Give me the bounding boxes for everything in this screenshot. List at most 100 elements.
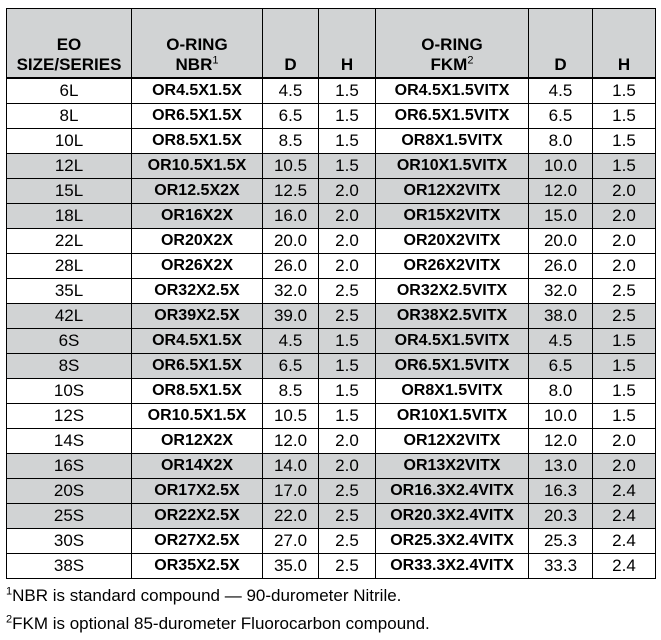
table-cell: OR12X2VITX	[375, 178, 529, 204]
table-cell: 6.5	[262, 353, 319, 379]
table-body: 6L OR4.5X1.5X 4.5 1.5 OR4.5X1.5VITX 4.5 1.5 8L O…	[6, 77, 656, 579]
table-cell: OR20X2VITX	[375, 228, 529, 254]
table-cell: OR17X2.5X	[131, 478, 263, 504]
table-cell: 4.5	[262, 328, 319, 354]
footnote-mark: 1	[6, 585, 13, 598]
table-cell: OR6.5X1.5X	[131, 353, 263, 379]
table-cell: 38S	[6, 553, 132, 579]
table-cell: OR12X2X	[131, 428, 263, 454]
table-cell: 18L	[6, 203, 132, 229]
table-cell: 6.5	[528, 103, 593, 129]
header-text: FKM	[430, 55, 468, 74]
table-cell: OR38X2.5VITX	[375, 303, 529, 329]
table-cell: 2.5	[318, 553, 376, 579]
table-cell: 13.0	[528, 453, 593, 479]
table-cell: 1.5	[592, 153, 656, 179]
table-row: 15L OR12.5X2X 12.5 2.0 OR12X2VITX 12.0 2.0	[6, 178, 656, 204]
table-cell: 10S	[6, 378, 132, 404]
table-cell: 20.0	[528, 228, 593, 254]
table-cell: OR4.5X1.5X	[131, 328, 263, 354]
table-cell: 2.0	[318, 428, 376, 454]
table-cell: 8.0	[528, 378, 593, 404]
table-cell: 1.5	[318, 153, 376, 179]
header-cell: EO SIZE/SERIES	[6, 8, 132, 79]
table-row: 12S OR10.5X1.5X 10.5 1.5 OR10X1.5VITX 10.0 1.5	[6, 403, 656, 429]
table-cell: 16.0	[262, 203, 319, 229]
header-sup: 1	[212, 54, 219, 67]
table-cell: 2.5	[318, 303, 376, 329]
table-cell: OR4.5X1.5X	[131, 77, 263, 104]
table-cell: 10.0	[528, 403, 593, 429]
table-cell: 14S	[6, 428, 132, 454]
header-cell: H	[318, 8, 376, 79]
table-cell: 35L	[6, 278, 132, 304]
header-row: EO SIZE/SERIES O-RING NBR1 D H O-RING FKM2 D H	[6, 8, 656, 79]
table-cell: 1.5	[592, 128, 656, 154]
table-cell: OR26X2VITX	[375, 253, 529, 279]
table-cell: 10.5	[262, 403, 319, 429]
table-cell: 2.0	[592, 428, 656, 454]
table-cell: 10L	[6, 128, 132, 154]
header-text: H	[617, 55, 631, 74]
table-cell: 1.5	[592, 77, 656, 104]
table-cell: 39.0	[262, 303, 319, 329]
table-cell: OR39X2.5X	[131, 303, 263, 329]
table-cell: 1.5	[318, 403, 376, 429]
table-cell: OR16.3X2.4VITX	[375, 478, 529, 504]
table-row: 42L OR39X2.5X 39.0 2.5 OR38X2.5VITX 38.0 2.5	[6, 303, 656, 329]
table-cell: 2.0	[318, 253, 376, 279]
table-row: 22L OR20X2X 20.0 2.0 OR20X2VITX 20.0 2.0	[6, 228, 656, 254]
table-cell: 12.5	[262, 178, 319, 204]
oring-table: EO SIZE/SERIES O-RING NBR1 D H O-RING FKM2 D H 6L…	[6, 8, 656, 579]
table-cell: 6.5	[262, 103, 319, 129]
table-cell: OR10X1.5VITX	[375, 403, 529, 429]
header-text: O-RING	[421, 35, 483, 54]
table-cell: 35.0	[262, 553, 319, 579]
table-cell: 42L	[6, 303, 132, 329]
table-cell: 2.0	[318, 228, 376, 254]
table-cell: OR6.5X1.5VITX	[375, 353, 529, 379]
table-row: 10S OR8.5X1.5X 8.5 1.5 OR8X1.5VITX 8.0 1.5	[6, 378, 656, 404]
header-text: H	[340, 55, 354, 74]
table-cell: 2.5	[592, 278, 656, 304]
header-cell: D	[528, 8, 593, 79]
table-cell: 25.3	[528, 528, 593, 554]
table-cell: OR8X1.5VITX	[375, 378, 529, 404]
table-cell: OR33.3X2.4VITX	[375, 553, 529, 579]
table-cell: 2.5	[318, 503, 376, 529]
table-cell: 15.0	[528, 203, 593, 229]
table-cell: 8.0	[528, 128, 593, 154]
table-row: 12L OR10.5X1.5X 10.5 1.5 OR10X1.5VITX 10.0 1.5	[6, 153, 656, 179]
header-text: SIZE/SERIES	[16, 55, 122, 74]
table-cell: 2.4	[592, 528, 656, 554]
table-cell: OR6.5X1.5X	[131, 103, 263, 129]
table-cell: 12S	[6, 403, 132, 429]
footnote: 2FKM is optional 85-durometer Fluorocarb…	[6, 614, 430, 634]
table-cell: OR15X2VITX	[375, 203, 529, 229]
table-cell: 2.0	[592, 228, 656, 254]
table-cell: OR8.5X1.5X	[131, 128, 263, 154]
table-cell: 2.0	[592, 203, 656, 229]
table-cell: OR4.5X1.5VITX	[375, 328, 529, 354]
header-cell: O-RING NBR1	[131, 8, 263, 79]
table-cell: OR14X2X	[131, 453, 263, 479]
table-cell: OR6.5X1.5VITX	[375, 103, 529, 129]
table-cell: 26.0	[262, 253, 319, 279]
table-cell: OR20.3X2.4VITX	[375, 503, 529, 529]
table-cell: OR20X2X	[131, 228, 263, 254]
header-text: D	[554, 55, 567, 74]
header-text: D	[284, 55, 297, 74]
table-cell: 12.0	[262, 428, 319, 454]
table-cell: 6.5	[528, 353, 593, 379]
table-cell: OR10X1.5VITX	[375, 153, 529, 179]
table-row: 10L OR8.5X1.5X 8.5 1.5 OR8X1.5VITX 8.0 1.5	[6, 128, 656, 154]
table-cell: 8L	[6, 103, 132, 129]
table-row: 28L OR26X2X 26.0 2.0 OR26X2VITX 26.0 2.0	[6, 253, 656, 279]
table-row: 16S OR14X2X 14.0 2.0 OR13X2VITX 13.0 2.0	[6, 453, 656, 479]
table-cell: OR35X2.5X	[131, 553, 263, 579]
table-cell: OR26X2X	[131, 253, 263, 279]
table-cell: 4.5	[528, 328, 593, 354]
table-row: 14S OR12X2X 12.0 2.0 OR12X2VITX 12.0 2.0	[6, 428, 656, 454]
table-cell: 2.0	[318, 178, 376, 204]
